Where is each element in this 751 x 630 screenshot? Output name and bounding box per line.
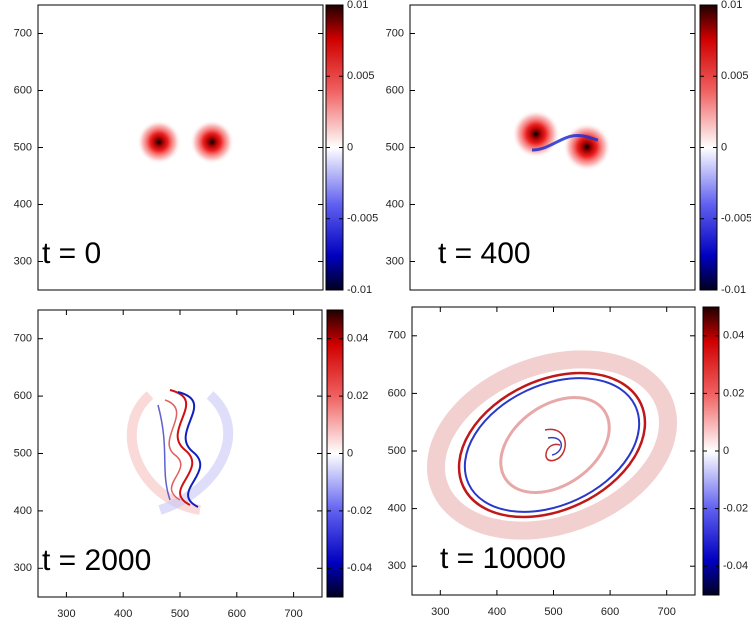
y-tick-label: 300 <box>14 562 32 574</box>
y-tick-label: 500 <box>14 447 32 459</box>
y-tick-label: 600 <box>388 387 406 399</box>
field-0 <box>137 120 234 164</box>
colorbar-label: 0.005 <box>721 70 749 82</box>
colorbar-label: 0.005 <box>347 70 375 82</box>
x-tick-label: 600 <box>601 606 619 618</box>
y-tick-label: 300 <box>14 255 32 267</box>
annotation: t = 400 <box>438 237 531 270</box>
colorbar-label: 0.01 <box>347 0 368 11</box>
colorbar-label: -0.02 <box>723 503 748 515</box>
y-tick-label: 700 <box>14 27 32 39</box>
colorbar-label: 0 <box>721 141 727 153</box>
y-tick-label: 300 <box>386 255 404 267</box>
y-tick-label: 400 <box>14 505 32 517</box>
colorbar-label: 0 <box>723 445 729 457</box>
x-tick-label: 600 <box>228 608 246 620</box>
colorbar-label: -0.005 <box>721 213 751 225</box>
field-3 <box>426 350 678 540</box>
y-tick-label: 600 <box>386 84 404 96</box>
y-tick-label: 500 <box>388 445 406 457</box>
x-tick-label: 700 <box>658 606 676 618</box>
y-tick-label: 400 <box>388 503 406 515</box>
x-tick-label: 500 <box>544 606 562 618</box>
colorbar-label: -0.04 <box>347 562 372 574</box>
colorbar-label: 0.01 <box>721 0 742 11</box>
colorbar-label: 0.04 <box>347 333 368 345</box>
colorbar-label: -0.01 <box>347 284 372 296</box>
y-tick-label: 400 <box>14 198 32 210</box>
annotation: t = 0 <box>42 237 101 270</box>
annotation: t = 10000 <box>440 542 566 575</box>
y-tick-label: 500 <box>14 141 32 153</box>
colorbar-label: -0.04 <box>723 560 748 572</box>
field-2 <box>126 389 234 515</box>
colorbar-label: 0 <box>347 447 353 459</box>
x-tick-label: 400 <box>114 608 132 620</box>
y-tick-label: 700 <box>14 333 32 345</box>
colorbar-label: 0.02 <box>347 390 368 402</box>
x-tick-label: 300 <box>431 606 449 618</box>
colorbar-label: 0.04 <box>723 330 744 342</box>
colorbar-label: -0.02 <box>347 505 372 517</box>
x-tick-label: 700 <box>284 608 302 620</box>
y-tick-label: 700 <box>386 27 404 39</box>
y-tick-label: 600 <box>14 390 32 402</box>
colorbar-label: 0.02 <box>723 387 744 399</box>
x-tick-label: 500 <box>171 608 189 620</box>
x-tick-label: 300 <box>57 608 75 620</box>
colorbar-label: -0.01 <box>721 284 746 296</box>
field-1 <box>512 110 611 171</box>
x-tick-label: 400 <box>488 606 506 618</box>
y-tick-label: 400 <box>386 198 404 210</box>
y-tick-label: 500 <box>386 141 404 153</box>
y-tick-label: 600 <box>14 84 32 96</box>
y-tick-label: 300 <box>388 560 406 572</box>
colorbar-label: 0 <box>347 141 353 153</box>
annotation: t = 2000 <box>42 544 151 577</box>
y-tick-label: 700 <box>388 330 406 342</box>
colorbar-label: -0.005 <box>347 213 378 225</box>
